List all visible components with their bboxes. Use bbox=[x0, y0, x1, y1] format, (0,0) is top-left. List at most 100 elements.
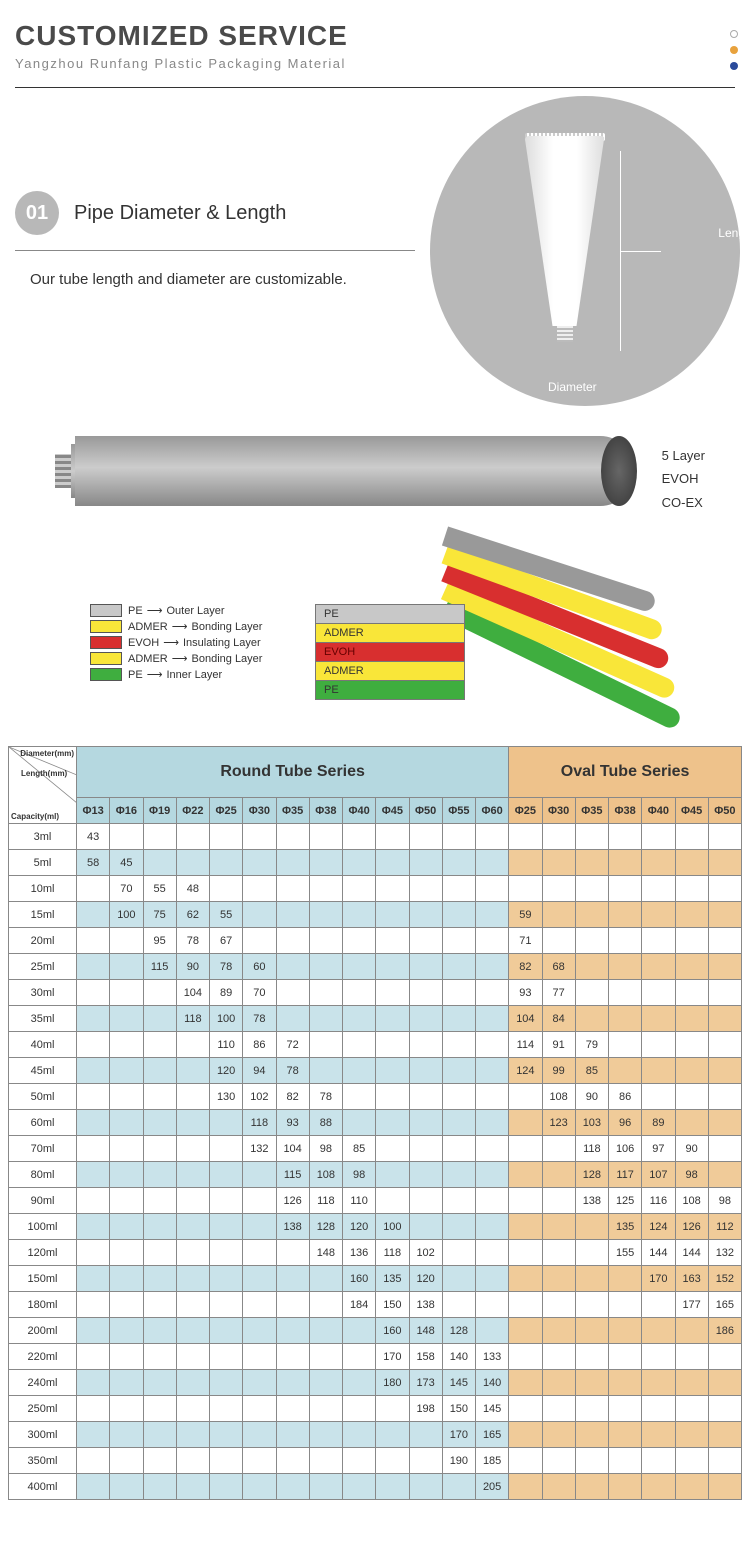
cell bbox=[343, 1032, 376, 1058]
cell bbox=[376, 954, 409, 980]
cell bbox=[210, 1136, 243, 1162]
cell bbox=[409, 1188, 442, 1214]
cell bbox=[176, 1318, 209, 1344]
cell bbox=[110, 1318, 143, 1344]
cell: 72 bbox=[276, 1032, 309, 1058]
cell bbox=[609, 1006, 642, 1032]
cell bbox=[210, 824, 243, 850]
capacity-cell: 220ml bbox=[9, 1344, 77, 1370]
cell bbox=[509, 876, 542, 902]
cell bbox=[276, 1448, 309, 1474]
cell bbox=[309, 1396, 342, 1422]
cell bbox=[176, 1344, 209, 1370]
cell bbox=[176, 1292, 209, 1318]
cell bbox=[542, 1396, 575, 1422]
cell bbox=[442, 1474, 475, 1500]
cell bbox=[176, 824, 209, 850]
cell bbox=[343, 1058, 376, 1084]
cell bbox=[343, 954, 376, 980]
cell bbox=[77, 1032, 110, 1058]
cell bbox=[309, 1006, 342, 1032]
cell bbox=[77, 1396, 110, 1422]
cell: 89 bbox=[642, 1110, 675, 1136]
decorative-dots bbox=[730, 30, 738, 70]
cell bbox=[376, 824, 409, 850]
cell: 144 bbox=[675, 1240, 708, 1266]
cell: 90 bbox=[575, 1084, 608, 1110]
cell bbox=[210, 1318, 243, 1344]
cell bbox=[243, 1188, 276, 1214]
cell bbox=[442, 980, 475, 1006]
cell bbox=[542, 902, 575, 928]
cell bbox=[409, 980, 442, 1006]
section-title: Pipe Diameter & Length bbox=[74, 202, 286, 225]
cell bbox=[77, 1474, 110, 1500]
cell bbox=[442, 902, 475, 928]
section-pipe-diameter-length: Length Diameter 01 Pipe Diameter & Lengt… bbox=[0, 96, 750, 416]
cell bbox=[575, 928, 608, 954]
table-row: 5ml5845 bbox=[9, 850, 742, 876]
layer-box-label: PE bbox=[315, 604, 465, 623]
cell bbox=[309, 1370, 342, 1396]
cell bbox=[642, 928, 675, 954]
cell bbox=[110, 954, 143, 980]
cell: 55 bbox=[143, 876, 176, 902]
cell bbox=[575, 1006, 608, 1032]
cell: 82 bbox=[509, 954, 542, 980]
length-label: Length bbox=[718, 226, 750, 240]
capacity-cell: 240ml bbox=[9, 1370, 77, 1396]
cell bbox=[708, 1396, 741, 1422]
cell bbox=[642, 1032, 675, 1058]
cell bbox=[343, 1084, 376, 1110]
cell bbox=[176, 1058, 209, 1084]
capacity-cell: 120ml bbox=[9, 1240, 77, 1266]
cell bbox=[708, 876, 741, 902]
cell: 118 bbox=[376, 1240, 409, 1266]
side-label: CO-EX bbox=[662, 491, 705, 514]
cell bbox=[476, 1188, 509, 1214]
cell bbox=[210, 1214, 243, 1240]
cell bbox=[708, 1058, 741, 1084]
cell bbox=[110, 1110, 143, 1136]
cell: 148 bbox=[309, 1240, 342, 1266]
cell: 108 bbox=[542, 1084, 575, 1110]
layer-box-label: ADMER bbox=[315, 661, 465, 680]
tube-illustration bbox=[510, 136, 620, 366]
table-row: 50ml13010282781089086 bbox=[9, 1084, 742, 1110]
table-row: 10ml705548 bbox=[9, 876, 742, 902]
cell bbox=[609, 1032, 642, 1058]
cell bbox=[442, 1084, 475, 1110]
cell bbox=[176, 1136, 209, 1162]
cell bbox=[509, 824, 542, 850]
cell bbox=[409, 1422, 442, 1448]
cell bbox=[343, 1318, 376, 1344]
cell bbox=[442, 1032, 475, 1058]
cell bbox=[210, 1188, 243, 1214]
cell bbox=[476, 850, 509, 876]
cell: 90 bbox=[176, 954, 209, 980]
cell bbox=[376, 1396, 409, 1422]
cell bbox=[376, 1084, 409, 1110]
dot-icon bbox=[730, 62, 738, 70]
cell bbox=[77, 1006, 110, 1032]
cell bbox=[642, 1058, 675, 1084]
cell: 60 bbox=[243, 954, 276, 980]
cell bbox=[575, 954, 608, 980]
table-row: 80ml1151089812811710798 bbox=[9, 1162, 742, 1188]
cell: 70 bbox=[110, 876, 143, 902]
cell bbox=[143, 1032, 176, 1058]
col-header: Φ19 bbox=[143, 798, 176, 824]
cell bbox=[276, 1318, 309, 1344]
cell bbox=[176, 1266, 209, 1292]
cell bbox=[542, 1214, 575, 1240]
cell bbox=[575, 1396, 608, 1422]
cell bbox=[210, 1292, 243, 1318]
cell bbox=[409, 902, 442, 928]
cell bbox=[77, 902, 110, 928]
cell bbox=[176, 1188, 209, 1214]
cell bbox=[609, 1474, 642, 1500]
cell bbox=[309, 1266, 342, 1292]
layer-labels-box: PEADMEREVOHADMERPE bbox=[315, 604, 465, 700]
table-row: 45ml12094781249985 bbox=[9, 1058, 742, 1084]
table-row: 150ml160135120170163152 bbox=[9, 1266, 742, 1292]
